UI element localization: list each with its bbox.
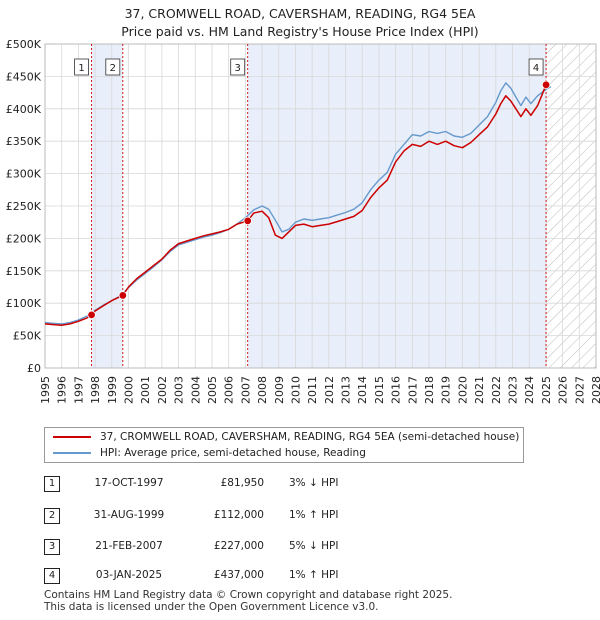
y-tick-label: £500K (6, 38, 42, 51)
x-tick-label: 2020 (456, 376, 469, 404)
chart-title-line1: 37, CROMWELL ROAD, CAVERSHAM, READING, R… (124, 6, 476, 21)
x-tick-label: 1995 (39, 376, 52, 404)
sale-date: 21-FEB-2007 (95, 540, 163, 552)
x-tick-label: 2009 (273, 376, 286, 404)
chart-legend: 37, CROMWELL ROAD, CAVERSHAM, READING, R… (44, 427, 524, 463)
sale-label-number-1: 1 (78, 63, 84, 74)
y-tick-label: £200K (6, 232, 42, 245)
x-tick-label: 2027 (573, 376, 586, 404)
x-tick-label: 1997 (72, 376, 85, 404)
legend-swatch-hpi (53, 452, 91, 454)
legend-swatch-price (53, 436, 91, 438)
sale-point-2 (118, 291, 128, 300)
x-tick-label: 2014 (356, 376, 369, 404)
x-tick-label: 2022 (490, 376, 503, 404)
price-chart: 1995 1996 1997 1998 1999 2000 2001 2002 2003 2004… (6, 38, 600, 404)
x-tick-label: 2023 (507, 376, 520, 404)
x-tick-label: 2017 (406, 376, 419, 404)
x-tick-label: 2006 (223, 376, 236, 404)
x-tick-label: 2028 (590, 376, 600, 404)
y-tick-label: £150K (6, 265, 42, 278)
sale-row-4: 4 03-JAN-2025 £437,000 1% ↑ HPI (44, 568, 564, 584)
y-tick-label: £50K (13, 330, 42, 343)
sale-date: 03-JAN-2025 (95, 569, 163, 581)
sale-label-number-2: 2 (110, 63, 116, 74)
sale-label-box-2 (105, 58, 121, 76)
series-line-hpi (45, 82, 552, 325)
sale-label-box-1 (74, 58, 89, 76)
y-tick-label: £350K (6, 135, 42, 148)
sale-point-1 (87, 310, 96, 320)
x-tick-label: 2008 (256, 376, 269, 404)
x-tick-label: 2019 (440, 376, 453, 404)
legend-item-hpi: HPI: Average price, semi-detached house,… (53, 445, 366, 461)
sale-hpi-diff: 3% ↓ HPI (289, 477, 339, 489)
x-tick-label: 1996 (56, 376, 69, 404)
x-tick-label: 2013 (340, 376, 353, 404)
sale-price: £227,000 (213, 540, 264, 552)
x-tick-label: 2010 (289, 376, 302, 404)
legend-label-hpi: HPI: Average price, semi-detached house,… (100, 447, 366, 459)
legend-label-price: 37, CROMWELL ROAD, CAVERSHAM, READING, R… (100, 431, 520, 443)
x-tick-label: 2026 (557, 376, 570, 404)
x-tick-label: 2005 (206, 376, 219, 404)
sale-row-3: 3 21-FEB-2007 £227,000 5% ↓ HPI (44, 539, 564, 555)
y-tick-label: £0 (27, 362, 41, 375)
series-line-price (45, 84, 547, 326)
x-tick-label: 2025 (540, 376, 553, 404)
y-tick-label: £400K (6, 103, 42, 116)
sale-point-3 (243, 216, 252, 226)
y-tick-label: £250K (6, 200, 42, 213)
sale-hpi-diff: 1% ↑ HPI (289, 509, 339, 521)
chart-title-line2: Price paid vs. HM Land Registry's House … (121, 24, 479, 39)
sale-row-2: 2 31-AUG-1999 £112,000 1% ↑ HPI (44, 508, 564, 524)
legend-item-price: 37, CROMWELL ROAD, CAVERSHAM, READING, R… (53, 429, 519, 445)
x-tick-label: 2000 (122, 376, 135, 404)
sale-number: 3 (44, 539, 60, 555)
sale-price: £112,000 (213, 509, 264, 521)
x-tick-label: 2007 (239, 376, 252, 404)
x-tick-label: 2015 (373, 376, 386, 404)
x-tick-label: 1999 (106, 376, 119, 404)
sale-hpi-diff: 5% ↓ HPI (289, 540, 339, 552)
x-tick-label: 2004 (189, 376, 202, 404)
sale-number: 1 (44, 476, 60, 492)
sale-row-1: 1 17-OCT-1997 £81,950 3% ↓ HPI (44, 476, 564, 492)
footer-copyright: Contains HM Land Registry data © Crown c… (44, 589, 453, 601)
sale-date: 31-AUG-1999 (93, 509, 165, 521)
y-tick-label: £300K (6, 168, 42, 181)
sale-number: 4 (44, 568, 60, 584)
x-tick-label: 2011 (306, 376, 319, 404)
sale-price: £437,000 (213, 569, 264, 581)
x-tick-label: 2018 (423, 376, 436, 404)
y-tick-label: £450K (6, 70, 42, 83)
footer-license: This data is licensed under the Open Gov… (44, 601, 379, 613)
x-tick-label: 2002 (156, 376, 169, 404)
sale-label-box-3 (230, 58, 246, 76)
sale-label-number-3: 3 (235, 63, 241, 74)
sale-price: £81,950 (220, 477, 264, 489)
x-tick-label: 2012 (323, 376, 336, 404)
plot-frame (44, 43, 597, 369)
x-tick-label: 2021 (473, 376, 486, 404)
sale-point-4 (541, 80, 551, 90)
sale-hpi-diff: 1% ↑ HPI (289, 569, 339, 581)
sale-number: 2 (44, 508, 60, 524)
x-tick-label: 2024 (523, 376, 536, 404)
y-tick-label: £100K (6, 297, 42, 310)
sale-label-box-4 (528, 58, 544, 76)
x-tick-label: 2001 (139, 376, 152, 404)
sale-date: 17-OCT-1997 (94, 477, 164, 489)
x-tick-label: 1998 (89, 376, 102, 404)
x-tick-label: 2003 (173, 376, 186, 404)
x-tick-label: 2016 (390, 376, 403, 404)
sale-label-number-4: 4 (533, 63, 539, 74)
